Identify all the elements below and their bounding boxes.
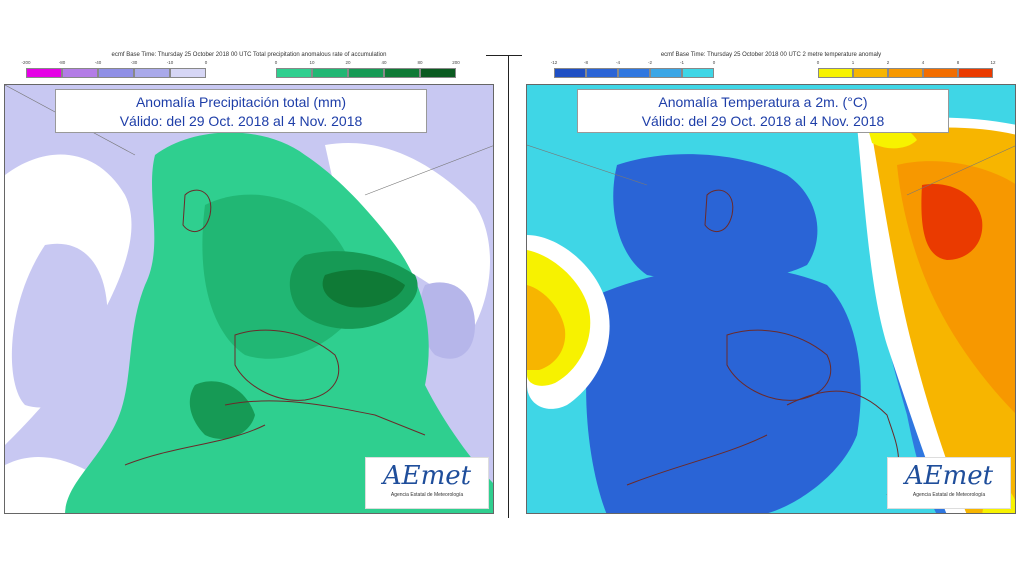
precip-title: Anomalía Precipitación total (mm) <box>135 94 347 110</box>
legend-swatch <box>134 68 170 78</box>
aemet-logo-text: AEmet <box>382 461 472 491</box>
temp-title-box: Anomalía Temperatura a 2m. (°C) Válido: … <box>577 89 949 133</box>
temp-map-graphic <box>527 85 1015 513</box>
temp-header: ecmf Base Time: Thursday 25 October 2018… <box>660 52 882 58</box>
tick: 12 <box>990 60 996 65</box>
tick: -2 <box>647 60 653 65</box>
legend-swatch <box>312 68 348 78</box>
precip-title-box: Anomalía Precipitación total (mm) Válido… <box>55 89 427 133</box>
legend-swatch <box>384 68 420 78</box>
tick: -80 <box>58 60 66 65</box>
legend-swatch <box>853 68 888 78</box>
tick: -10 <box>166 60 174 65</box>
temperature-anomaly-panel: ecmf Base Time: Thursday 25 October 2018… <box>526 48 1016 518</box>
tick: -200 <box>21 60 31 65</box>
temp-valid-dates: Válido: del 29 Oct. 2018 al 4 Nov. 2018 <box>641 113 885 129</box>
aemet-logo: AEmet Agencia Estatal de Meteorología <box>365 457 489 509</box>
legend-swatch <box>923 68 958 78</box>
tick: 0 <box>204 60 208 65</box>
tick: 20 <box>345 60 351 65</box>
tick: 0 <box>712 60 716 65</box>
temp-neg-legend <box>554 68 714 78</box>
panel-divider-tick <box>486 55 522 56</box>
tick: -1 <box>679 60 685 65</box>
tick: -12 <box>550 60 558 65</box>
tick: 4 <box>921 60 925 65</box>
temp-title: Anomalía Temperatura a 2m. (°C) <box>658 94 868 110</box>
tick: 0 <box>274 60 278 65</box>
temperature-map: Anomalía Temperatura a 2m. (°C) Válido: … <box>526 84 1016 514</box>
tick: -4 <box>615 60 621 65</box>
legend-swatch <box>170 68 206 78</box>
precip-neg-legend <box>26 68 206 78</box>
tick: 80 <box>417 60 423 65</box>
precip-map-graphic <box>5 85 493 513</box>
tick: -30 <box>130 60 138 65</box>
tick: 2 <box>886 60 890 65</box>
legend-swatch <box>62 68 98 78</box>
panel-divider <box>508 56 509 518</box>
tick: -8 <box>583 60 589 65</box>
legend-swatch <box>888 68 923 78</box>
aemet-logo-text: AEmet <box>904 461 994 491</box>
precip-pos-legend <box>276 68 456 78</box>
legend-swatch <box>682 68 714 78</box>
tick: 1 <box>851 60 855 65</box>
legend-swatch <box>420 68 456 78</box>
tick: 8 <box>956 60 960 65</box>
precip-header: ecmf Base Time: Thursday 25 October 2018… <box>111 52 387 58</box>
tick: 40 <box>381 60 387 65</box>
tick: -40 <box>94 60 102 65</box>
aemet-logo-subtitle: Agencia Estatal de Meteorología <box>912 492 986 498</box>
precip-valid-dates: Válido: del 29 Oct. 2018 al 4 Nov. 2018 <box>119 113 363 129</box>
legend-swatch <box>98 68 134 78</box>
legend-swatch <box>618 68 650 78</box>
legend-swatch <box>276 68 312 78</box>
aemet-logo-subtitle: Agencia Estatal de Meteorología <box>390 492 464 498</box>
legend-swatch <box>554 68 586 78</box>
tick: 0 <box>816 60 820 65</box>
aemet-logo: AEmet Agencia Estatal de Meteorología <box>887 457 1011 509</box>
precipitation-map: Anomalía Precipitación total (mm) Válido… <box>4 84 494 514</box>
legend-swatch <box>586 68 618 78</box>
tick: 200 <box>452 60 460 65</box>
temp-pos-legend <box>818 68 993 78</box>
legend-swatch <box>818 68 853 78</box>
legend-swatch <box>650 68 682 78</box>
legend-swatch <box>958 68 993 78</box>
tick: 10 <box>309 60 315 65</box>
legend-swatch <box>26 68 62 78</box>
precipitation-anomaly-panel: ecmf Base Time: Thursday 25 October 2018… <box>4 48 494 518</box>
legend-swatch <box>348 68 384 78</box>
